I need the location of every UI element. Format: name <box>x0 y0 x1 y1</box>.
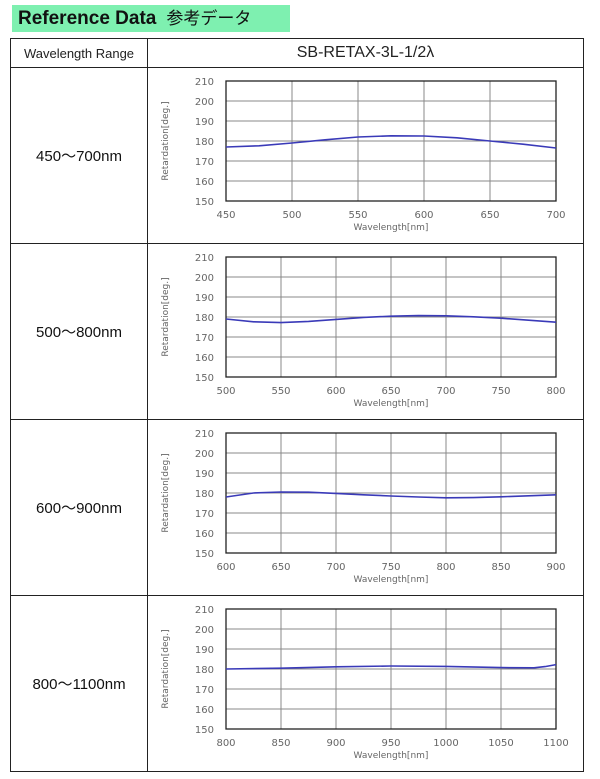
y-tick-label: 160 <box>195 353 214 364</box>
chart-600-900: 150 160 170 180 190 200 210 600 650 700 750 800 850 9… <box>161 429 566 585</box>
row-label: 800～1100nm <box>10 595 148 772</box>
y-tick-label: 150 <box>195 373 214 384</box>
data-series-line <box>225 663 557 670</box>
y-tick-label: 180 <box>195 489 214 500</box>
y-axis-label: Retardation[deg.] <box>161 629 171 708</box>
y-tick-label: 160 <box>195 705 214 716</box>
x-axis-label: Wavelength[nm] <box>354 751 429 761</box>
y-tick-label: 200 <box>195 97 214 108</box>
x-tick-label: 650 <box>271 562 290 573</box>
x-tick-label: 900 <box>326 738 345 749</box>
y-tick-label: 180 <box>195 137 214 148</box>
row-label: 600～900nm <box>10 419 148 596</box>
x-tick-label: 650 <box>480 210 499 221</box>
y-tick-label: 160 <box>195 177 214 188</box>
y-tick-label: 150 <box>195 549 214 560</box>
reference-table: Wavelength Range SB-RETAX-3L-1/2λ 450～700… <box>10 38 584 772</box>
x-tick-label: 1000 <box>433 738 458 749</box>
x-tick-label: 650 <box>381 386 400 397</box>
y-tick-label: 150 <box>195 197 214 208</box>
chart-450-700: 150 160 170 180 190 200 210 450 500 550 600 650 700 W… <box>161 77 566 233</box>
x-tick-label: 500 <box>282 210 301 221</box>
y-tick-label: 190 <box>195 293 214 304</box>
y-axis-label: Retardation[deg.] <box>161 277 171 356</box>
plot-frame <box>225 432 557 554</box>
col-header-range: Wavelength Range <box>10 38 148 68</box>
x-tick-label: 600 <box>414 210 433 221</box>
x-tick-label: 700 <box>326 562 345 573</box>
plot-frame <box>225 80 557 202</box>
y-tick-label: 160 <box>195 529 214 540</box>
y-tick-label: 190 <box>195 645 214 656</box>
data-series-line <box>225 314 557 324</box>
y-tick-label: 170 <box>195 685 214 696</box>
y-axis-label: Retardation[deg.] <box>161 453 171 532</box>
title-en: Reference Data <box>18 8 157 29</box>
x-tick-label: 750 <box>381 562 400 573</box>
y-tick-label: 180 <box>195 665 214 676</box>
y-tick-label: 210 <box>195 253 214 264</box>
plot-frame <box>225 256 557 378</box>
y-tick-label: 170 <box>195 157 214 168</box>
x-tick-label: 1050 <box>488 738 513 749</box>
y-tick-label: 170 <box>195 509 214 520</box>
x-tick-label: 700 <box>436 386 455 397</box>
y-tick-label: 170 <box>195 333 214 344</box>
y-tick-label: 200 <box>195 449 214 460</box>
col-header-product: SB-RETAX-3L-1/2λ <box>147 38 584 68</box>
x-tick-label: 800 <box>436 562 455 573</box>
x-axis-label: Wavelength[nm] <box>354 575 429 585</box>
x-tick-label: 600 <box>216 562 235 573</box>
y-tick-label: 180 <box>195 313 214 324</box>
chart-500-800: 150 160 170 180 190 200 210 500 550 600 650 700 750 8… <box>161 253 566 409</box>
y-tick-label: 210 <box>195 77 214 88</box>
y-tick-label: 190 <box>195 117 214 128</box>
x-tick-label: 800 <box>216 738 235 749</box>
x-tick-label: 500 <box>216 386 235 397</box>
y-tick-label: 200 <box>195 625 214 636</box>
x-tick-label: 850 <box>491 562 510 573</box>
x-tick-label: 800 <box>546 386 565 397</box>
x-tick-label: 550 <box>271 386 290 397</box>
x-tick-label: 1100 <box>543 738 568 749</box>
chart-800-1100: 150 160 170 180 190 200 210 800 850 900 950 1000 105… <box>161 605 569 761</box>
y-axis-label: Retardation[deg.] <box>161 101 171 180</box>
section-title: Reference Data 参考データ <box>12 5 290 32</box>
x-tick-label: 700 <box>546 210 565 221</box>
y-tick-label: 210 <box>195 429 214 440</box>
x-tick-label: 450 <box>216 210 235 221</box>
data-series-line <box>225 134 557 149</box>
y-tick-label: 150 <box>195 725 214 736</box>
row-label: 450～700nm <box>10 67 148 244</box>
x-tick-label: 850 <box>271 738 290 749</box>
x-tick-label: 550 <box>348 210 367 221</box>
x-axis-label: Wavelength[nm] <box>354 399 429 409</box>
x-tick-label: 600 <box>326 386 345 397</box>
title-jp: 参考データ <box>166 9 252 28</box>
x-tick-label: 950 <box>381 738 400 749</box>
x-axis-label: Wavelength[nm] <box>354 223 429 233</box>
y-tick-label: 190 <box>195 469 214 480</box>
x-tick-label: 750 <box>491 386 510 397</box>
data-series-line <box>225 491 557 499</box>
y-tick-label: 210 <box>195 605 214 616</box>
x-tick-label: 900 <box>546 562 565 573</box>
y-tick-label: 200 <box>195 273 214 284</box>
row-label: 500～800nm <box>10 243 148 420</box>
